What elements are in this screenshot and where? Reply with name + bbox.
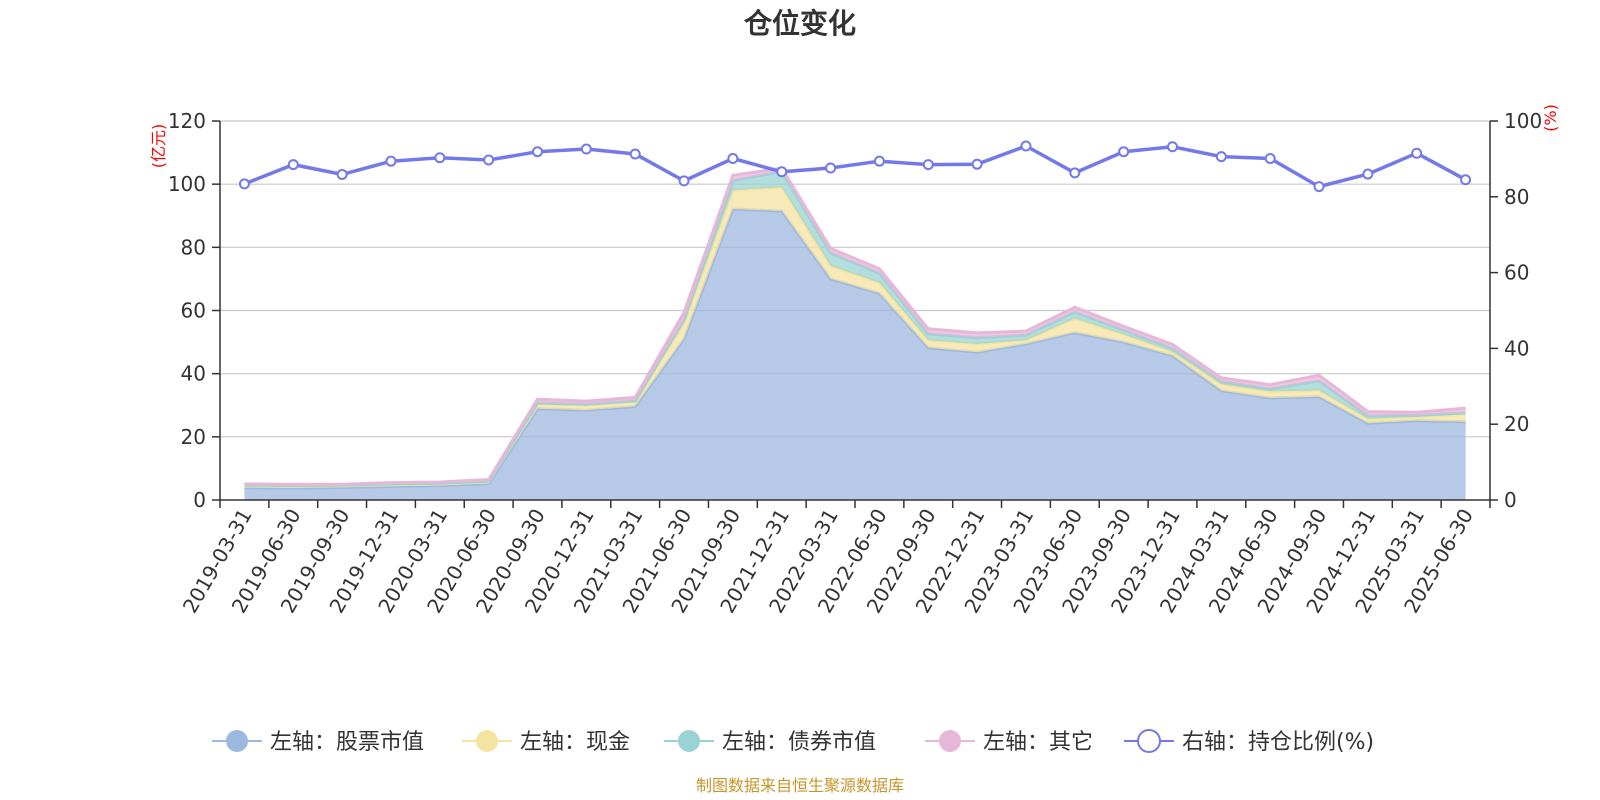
chart-title: 仓位变化 bbox=[744, 7, 856, 40]
right-axis-unit: (%) bbox=[1541, 104, 1560, 132]
legend-label: 左轴：股票市值 bbox=[270, 730, 424, 755]
legend-marker bbox=[476, 730, 498, 752]
legend-marker bbox=[939, 730, 961, 752]
ratio-point bbox=[873, 155, 885, 167]
ratio-point bbox=[776, 166, 788, 178]
ratio-point bbox=[580, 143, 592, 155]
legend-label: 右轴：持仓比例(%) bbox=[1182, 730, 1374, 755]
ratio-point bbox=[1215, 151, 1227, 163]
ratio-line bbox=[243, 144, 1467, 189]
ratio-point bbox=[336, 168, 348, 180]
ratio-point bbox=[922, 159, 934, 171]
legend-marker bbox=[678, 730, 700, 752]
ratio-point bbox=[1167, 141, 1178, 153]
left-tick-label: 20 bbox=[181, 425, 206, 449]
legend: 左轴：股票市值 左轴：现金 左轴：债券市值 左轴：其它 右轴：持仓比例(%) bbox=[212, 729, 1374, 755]
legend-marker bbox=[226, 730, 248, 752]
ratio-point bbox=[1264, 153, 1276, 165]
ratio-point bbox=[532, 146, 543, 158]
legend-label: 左轴：债券市值 bbox=[722, 730, 876, 755]
ratio-point bbox=[971, 158, 983, 170]
ratio-point bbox=[1411, 147, 1423, 159]
ratio-point bbox=[678, 175, 690, 187]
ratio-point bbox=[385, 155, 397, 167]
right-tick-label: 0 bbox=[1504, 488, 1517, 512]
left-tick-label: 40 bbox=[181, 362, 206, 386]
left-tick-label: 100 bbox=[168, 172, 206, 196]
ratio-point bbox=[1313, 181, 1325, 193]
left-tick-label: 120 bbox=[168, 109, 206, 133]
right-tick-label: 100 bbox=[1504, 109, 1542, 133]
ratio-point bbox=[727, 153, 739, 165]
ratio-point bbox=[1362, 168, 1374, 180]
area-edge-左轴：其它 bbox=[244, 166, 1466, 486]
right-tick-label: 80 bbox=[1504, 185, 1529, 209]
right-tick-label: 40 bbox=[1504, 336, 1529, 360]
right-tick-label: 60 bbox=[1504, 261, 1529, 285]
stacked-areas bbox=[244, 166, 1466, 500]
area-左轴：股票市值 bbox=[244, 209, 1466, 500]
ratio-point bbox=[1020, 140, 1032, 152]
left-axis-unit: (亿元) bbox=[149, 124, 168, 169]
ratio-point bbox=[1118, 146, 1130, 158]
ratio-point bbox=[1069, 167, 1081, 179]
left-tick-label: 60 bbox=[181, 299, 206, 323]
legend-marker bbox=[1137, 729, 1161, 753]
ratio-point bbox=[825, 162, 837, 174]
ratio-point bbox=[434, 152, 446, 164]
left-tick-label: 0 bbox=[193, 488, 206, 512]
ratio-line-series bbox=[238, 140, 1472, 193]
right-tick-label: 20 bbox=[1504, 412, 1529, 436]
left-tick-label: 80 bbox=[181, 235, 206, 259]
ratio-point bbox=[287, 159, 299, 171]
legend-label: 左轴：其它 bbox=[983, 730, 1093, 755]
ratio-point bbox=[629, 148, 641, 160]
data-source-note: 制图数据来自恒生聚源数据库 bbox=[696, 776, 904, 795]
ratio-point bbox=[1460, 174, 1472, 186]
ratio-point bbox=[483, 154, 495, 166]
ratio-point bbox=[238, 178, 250, 190]
legend-label: 左轴：现金 bbox=[520, 730, 630, 755]
